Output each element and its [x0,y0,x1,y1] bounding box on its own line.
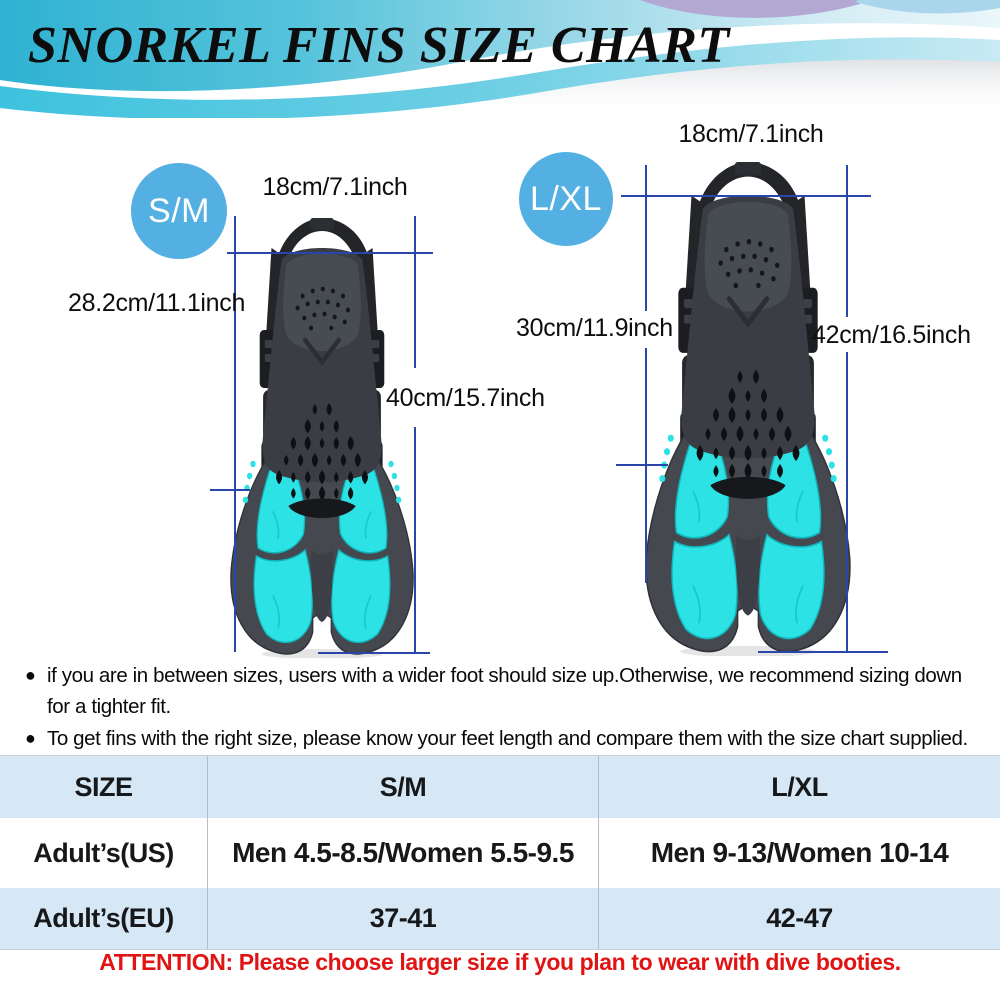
note-text: if you are in between sizes, users with … [47,664,962,718]
measure-label-lxl-width: 18cm/7.1inch [678,120,824,148]
measure-line [616,464,668,466]
note-item: ● if you are in between sizes, users wit… [25,660,983,722]
measure-line [414,427,416,652]
measure-label-sm-length: 40cm/15.7inch [386,384,545,412]
table-cell-eu-sm: 37-41 [207,888,598,949]
table-header-lxl: L/XL [598,756,1000,818]
size-table: SIZE S/M L/XL Adult’s(US) Men 4.5-8.5/Wo… [0,755,1000,950]
table-cell-eu-label: Adult’s(EU) [0,888,207,949]
measure-line [227,252,433,254]
fin-illustration-lxl [635,162,861,656]
table-cell-eu-lxl: 42-47 [598,888,1000,949]
size-badge-sm: S/M [131,163,227,259]
measure-line [318,652,430,654]
measure-line [621,195,871,197]
bullet-icon: ● [25,665,36,685]
page-title: SNORKEL FINS SIZE CHART [28,17,730,74]
measure-label-lxl-foot: 30cm/11.9inch [516,314,673,342]
size-badge-lxl: L/XL [519,152,613,246]
measure-line [846,165,848,317]
bullet-icon: ● [25,728,36,748]
measure-line [645,165,647,311]
table-cell-us-label: Adult’s(US) [0,818,207,888]
measure-label-lxl-length: 42cm/16.5inch [812,321,971,349]
note-item: ● To get fins with the right size, pleas… [25,723,983,754]
measure-line [234,216,236,652]
measure-label-sm-foot: 28.2cm/11.1inch [68,289,246,317]
measure-line [414,216,416,368]
attention-note: ATTENTION: Please choose larger size if … [99,949,901,975]
banner: SNORKEL FINS SIZE CHART [0,0,1000,118]
measure-line [846,352,848,652]
measure-line [210,489,250,491]
measure-line [758,651,888,653]
table-cell-us-sm: Men 4.5-8.5/Women 5.5-9.5 [207,818,598,888]
measure-label-sm-width: 18cm/7.1inch [262,173,408,201]
table-header-size: SIZE [0,756,207,818]
table-header-sm: S/M [207,756,598,818]
note-text: To get fins with the right size, please … [47,727,968,750]
table-cell-us-lxl: Men 9-13/Women 10-14 [598,818,1000,888]
banner-swoosh-graphic [0,0,1000,118]
fin-illustration-sm [230,218,414,658]
